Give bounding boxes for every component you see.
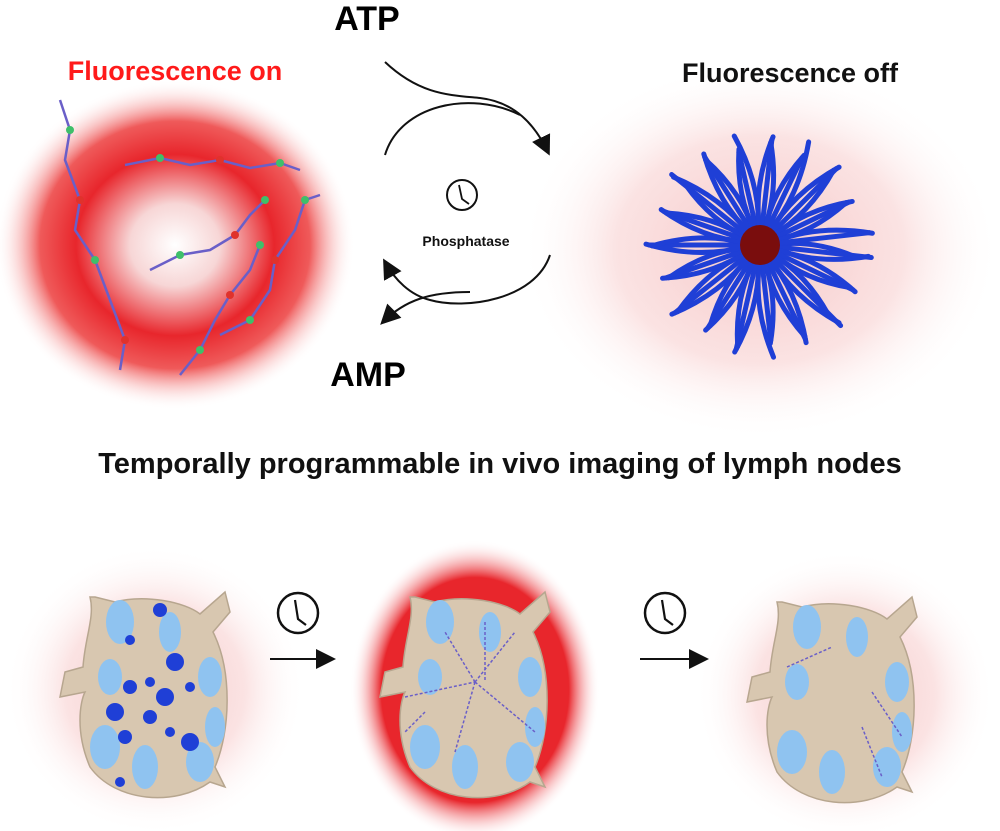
polymer-bead [156, 154, 164, 162]
follicle [506, 742, 534, 782]
micelle-strand [763, 155, 805, 235]
follicle [132, 745, 158, 789]
follicle [198, 657, 222, 697]
follicle [819, 750, 845, 794]
micelle [643, 133, 875, 360]
micelle-strand [759, 256, 774, 343]
micelle-particle [123, 680, 137, 694]
lymph-node [59, 590, 231, 799]
polymer-chain [786, 646, 833, 668]
polymer-bead [256, 241, 264, 249]
polymer-chains [58, 99, 321, 376]
polymer-bead [196, 346, 204, 354]
follicle [885, 662, 909, 702]
amp-label: AMP [330, 356, 406, 394]
polymer-chain [404, 681, 476, 698]
follicle [426, 600, 454, 644]
polymer-chain [861, 726, 883, 778]
enzyme-label: Phosphatase [422, 233, 510, 249]
lymph-node [379, 590, 551, 799]
polymer-chain [871, 691, 903, 738]
micelle-particle [125, 635, 135, 645]
follicle [793, 605, 821, 649]
follicle [90, 725, 120, 769]
follicle [452, 745, 478, 789]
follicle [525, 707, 545, 747]
heading: Temporally programmable in vivo imaging … [98, 448, 902, 480]
micelle-particle [153, 603, 167, 617]
micelle-strand [771, 230, 872, 246]
atp-label: ATP [334, 0, 400, 38]
polymer-bead [301, 196, 309, 204]
polymer-bead [231, 231, 239, 239]
follicle [479, 612, 501, 652]
micelle-particle [106, 703, 124, 721]
micelle-particle [156, 688, 174, 706]
micelle-particle [165, 727, 175, 737]
polymer-chain [474, 681, 536, 733]
polymer-chain [454, 681, 476, 753]
micelle-particle [181, 733, 199, 751]
lymph-node [746, 595, 918, 804]
micelle-particle [185, 682, 195, 692]
polymer-bead [271, 256, 279, 264]
cycle-arc-bottom [383, 254, 551, 305]
follicle [777, 730, 807, 774]
polymer-bead [226, 291, 234, 299]
polymer-chain [179, 244, 262, 376]
polymer-bead [216, 156, 224, 164]
cycle-arc-top [384, 102, 521, 156]
follicle [159, 612, 181, 652]
polymer-bead [91, 256, 99, 264]
amp-arrow [380, 291, 471, 325]
micelle-particle [145, 677, 155, 687]
polymer-bead [176, 251, 184, 259]
fluorescence-off-label: Fluorescence off [681, 58, 899, 88]
fluorescence-on-label: Fluorescence on [67, 56, 283, 86]
micelle-particle [143, 710, 157, 724]
micelle-core [740, 225, 780, 265]
follicle [892, 712, 912, 752]
follicle [106, 600, 134, 644]
polymer-bead [76, 196, 84, 204]
clock-icon [643, 591, 687, 635]
polymer-chain [58, 99, 127, 371]
follicle [418, 659, 442, 695]
polymer-bead [276, 159, 284, 167]
clock-icon [276, 591, 320, 635]
follicle [785, 664, 809, 700]
polymer-chain [474, 631, 516, 683]
micelle-particle [115, 777, 125, 787]
clock-icon [446, 179, 478, 211]
micelle-particle [166, 653, 184, 671]
follicle [518, 657, 542, 697]
micelle-particle [118, 730, 132, 744]
follicle [873, 747, 901, 787]
follicle [186, 742, 214, 782]
follicle [410, 725, 440, 769]
polymer-chain [149, 199, 266, 272]
polymer-bead [66, 126, 74, 134]
polymer-bead [261, 196, 269, 204]
polymer-bead [246, 316, 254, 324]
follicle [205, 707, 225, 747]
polymer-bead [121, 336, 129, 344]
micelle-strand [736, 149, 760, 234]
fluorescence-glow [0, 80, 355, 410]
follicle [98, 659, 122, 695]
atp-arrow [384, 61, 551, 156]
follicle [846, 617, 868, 657]
